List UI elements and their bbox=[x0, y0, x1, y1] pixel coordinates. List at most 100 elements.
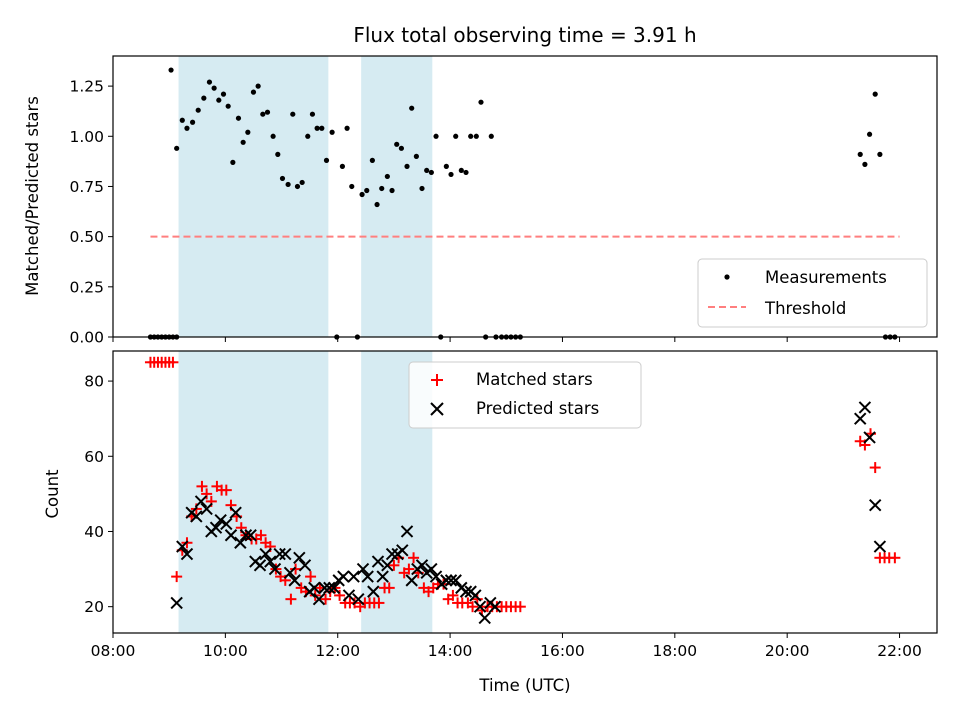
matched-star-point bbox=[305, 571, 317, 583]
bottom-y-axis-label: Count bbox=[43, 469, 62, 519]
measurement-point bbox=[453, 133, 459, 139]
matched-star-point bbox=[220, 484, 232, 496]
predicted-star-point bbox=[214, 513, 227, 527]
x-tick-label: 12:00 bbox=[315, 642, 360, 660]
predicted-star-point bbox=[444, 574, 458, 587]
top-shaded-intervals bbox=[178, 56, 433, 337]
legend-predicted-label: Predicted stars bbox=[476, 399, 599, 418]
measurement-point bbox=[866, 131, 873, 137]
predicted-star-point bbox=[264, 555, 277, 568]
predicted-star-point bbox=[312, 592, 326, 606]
measurement-point bbox=[473, 133, 479, 139]
measurement-point bbox=[168, 67, 174, 73]
matched-star-point bbox=[167, 356, 179, 368]
measurement-point bbox=[195, 107, 201, 113]
top-y-tick-label: 0.25 bbox=[69, 278, 104, 296]
measurement-point bbox=[413, 153, 419, 159]
matched-star-point bbox=[373, 597, 385, 609]
measurement-point bbox=[394, 141, 400, 147]
predicted-star-point bbox=[854, 412, 867, 425]
top-panel: 0.00 0.25 0.50 0.75 1.00 1.25 Matched/Predict… bbox=[23, 55, 938, 347]
measurement-point bbox=[264, 109, 271, 115]
matched-star-point bbox=[196, 480, 208, 492]
predicted-star-point bbox=[327, 581, 341, 595]
measurement-point bbox=[404, 163, 410, 169]
predicted-star-point bbox=[170, 596, 183, 610]
measurement-point bbox=[299, 179, 305, 186]
measurement-point bbox=[458, 167, 464, 174]
measurement-point bbox=[305, 133, 311, 139]
measurement-point bbox=[290, 111, 296, 117]
top-y-tick-label: 1.00 bbox=[69, 128, 104, 146]
measurement-point bbox=[448, 171, 454, 178]
x-tick-label: 22:00 bbox=[877, 642, 922, 660]
measurement-point bbox=[250, 89, 257, 95]
predicted-star-point bbox=[440, 574, 453, 587]
measurement-point bbox=[344, 125, 350, 131]
measurement-point bbox=[184, 125, 190, 131]
top-y-tick-label: 1.25 bbox=[69, 78, 104, 96]
bottom-shaded-intervals bbox=[178, 351, 433, 633]
predicted-star-point bbox=[220, 517, 233, 531]
legend-measurements-label: Measurements bbox=[765, 268, 887, 287]
matched-star-point bbox=[388, 559, 400, 571]
predicted-star-point bbox=[863, 431, 876, 444]
measurement-point bbox=[230, 159, 236, 165]
predicted-star-point bbox=[361, 570, 374, 583]
predicted-star-point bbox=[488, 600, 502, 613]
bottom-legend-box bbox=[408, 361, 642, 429]
measurement-point bbox=[424, 167, 430, 174]
measurement-point bbox=[409, 105, 415, 111]
matched-star-point bbox=[403, 563, 415, 575]
predicted-star-point bbox=[415, 559, 429, 572]
measurement-point bbox=[255, 83, 261, 89]
x-axis-label: Time (UTC) bbox=[478, 676, 570, 695]
measurement-point bbox=[245, 129, 251, 135]
measurement-point bbox=[443, 163, 449, 169]
measurement-point bbox=[189, 119, 196, 125]
measurement-point bbox=[349, 183, 355, 190]
x-tick-label: 16:00 bbox=[540, 642, 585, 660]
measurement-point bbox=[270, 133, 276, 139]
predicted-star-point bbox=[449, 574, 462, 587]
predicted-star-point bbox=[268, 562, 282, 576]
measurement-point bbox=[314, 125, 320, 131]
matched-star-point bbox=[408, 552, 420, 564]
matched-star-point bbox=[514, 601, 526, 613]
predicted-star-point bbox=[259, 547, 272, 561]
chart-title: Flux total observing time = 3.91 h bbox=[353, 23, 696, 47]
measurement-point bbox=[369, 157, 375, 163]
x-tick-label: 14:00 bbox=[428, 642, 473, 660]
measurement-point bbox=[389, 187, 395, 194]
measurement-point bbox=[220, 91, 227, 97]
measurement-point bbox=[364, 187, 370, 194]
x-tick-label: 18:00 bbox=[652, 642, 697, 660]
predicted-star-point bbox=[385, 547, 399, 561]
measurement-point bbox=[384, 173, 390, 180]
measurement-point bbox=[359, 191, 365, 198]
measurement-point bbox=[339, 163, 346, 169]
predicted-star-point bbox=[194, 495, 208, 508]
measurement-point bbox=[179, 117, 185, 123]
legend-matched-marker bbox=[431, 374, 443, 386]
bottom-plot-area bbox=[144, 356, 901, 625]
measurement-point bbox=[857, 151, 863, 157]
predicted-star-point bbox=[200, 502, 213, 516]
measurement-point bbox=[872, 91, 878, 97]
predicted-star-point bbox=[293, 551, 306, 565]
measurement-point bbox=[294, 183, 301, 190]
measurement-point bbox=[275, 151, 281, 157]
bottom-legend: Matched stars Predicted stars bbox=[408, 361, 642, 429]
measurement-point bbox=[319, 125, 325, 131]
matched-star-point bbox=[171, 571, 183, 583]
measurement-point bbox=[379, 185, 385, 192]
legend-threshold-label: Threshold bbox=[764, 299, 846, 318]
bottom-y-ticks: 20 40 60 80 bbox=[84, 373, 113, 616]
measurement-point bbox=[323, 157, 330, 163]
predicted-star-point bbox=[298, 559, 312, 572]
x-tick-label: 20:00 bbox=[765, 642, 810, 660]
bottom-y-tick-label: 20 bbox=[84, 598, 104, 616]
predicted-star-point bbox=[337, 570, 350, 583]
predicted-star-point bbox=[279, 547, 292, 561]
top-plot-area bbox=[147, 67, 900, 340]
